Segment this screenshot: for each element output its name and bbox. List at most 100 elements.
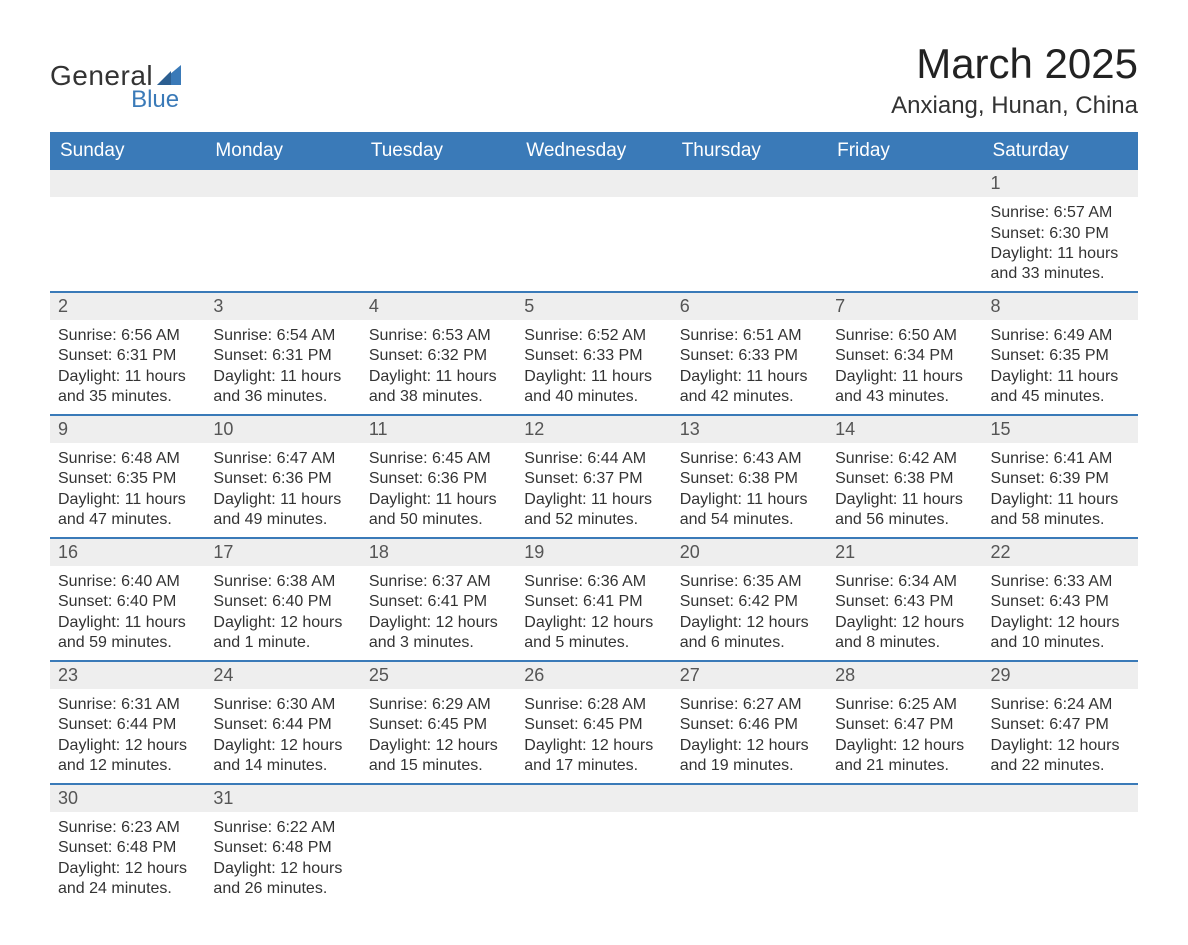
date-number: 5 [516, 293, 671, 320]
date-number: 29 [983, 662, 1138, 689]
day-info: Sunrise: 6:44 AMSunset: 6:37 PMDaylight:… [524, 447, 663, 531]
day-info: Sunrise: 6:23 AMSunset: 6:48 PMDaylight:… [58, 816, 197, 900]
calendar-day: 13 Sunrise: 6:43 AMSunset: 6:38 PMDayligh… [672, 415, 827, 538]
calendar-day: 23Sunrise: 6:31 AMSunset: 6:44 PMDayligh… [50, 661, 205, 784]
date-number [205, 170, 360, 197]
daylight-text: Daylight: 11 hours and 59 minutes. [58, 613, 197, 654]
date-number: 11 [361, 416, 516, 443]
sunset-text: Sunset: 6:45 PM [369, 715, 508, 735]
logo: General Blue [50, 40, 187, 114]
date-number: 3 [205, 293, 360, 320]
date-number: 1 [983, 170, 1138, 197]
calendar-week-row: 9Sunrise: 6:48 AMSunset: 6:35 PMDaylight… [50, 415, 1138, 538]
date-number [516, 785, 671, 812]
sunrise-text: Sunrise: 6:48 AM [58, 449, 197, 469]
sunset-text: Sunset: 6:40 PM [213, 592, 352, 612]
day-info: Sunrise: 6:41 AMSunset: 6:39 PMDaylight:… [991, 447, 1130, 531]
day-info: Sunrise: 6:38 AMSunset: 6:40 PMDaylight:… [213, 570, 352, 654]
sunset-text: Sunset: 6:46 PM [680, 715, 819, 735]
weekday-header: Tuesday [361, 132, 516, 170]
calendar-day-empty [827, 784, 982, 906]
day-info: Sunrise: 6:34 AMSunset: 6:43 PMDaylight:… [835, 570, 974, 654]
sunrise-text: Sunrise: 6:34 AM [835, 572, 974, 592]
sunrise-text: Sunrise: 6:51 AM [680, 326, 819, 346]
page-subtitle: Anxiang, Hunan, China [891, 92, 1138, 120]
day-info: Sunrise: 6:30 AMSunset: 6:44 PMDaylight:… [213, 693, 352, 777]
daylight-text: Daylight: 11 hours and 45 minutes. [991, 367, 1130, 408]
date-number: 21 [827, 539, 982, 566]
sunrise-text: Sunrise: 6:45 AM [369, 449, 508, 469]
date-number: 8 [983, 293, 1138, 320]
calendar-day: 28Sunrise: 6:25 AMSunset: 6:47 PMDayligh… [827, 661, 982, 784]
calendar-day: 22Sunrise: 6:33 AMSunset: 6:43 PMDayligh… [983, 538, 1138, 661]
date-number: 13 [672, 416, 827, 443]
day-info: Sunrise: 6:43 AMSunset: 6:38 PMDaylight:… [680, 447, 819, 531]
sunset-text: Sunset: 6:47 PM [835, 715, 974, 735]
calendar-day: 5Sunrise: 6:52 AMSunset: 6:33 PMDaylight… [516, 292, 671, 415]
calendar-day-empty [672, 170, 827, 292]
sunset-text: Sunset: 6:43 PM [835, 592, 974, 612]
date-number [827, 170, 982, 197]
calendar-day-empty [516, 784, 671, 906]
sunrise-text: Sunrise: 6:37 AM [369, 572, 508, 592]
date-number: 19 [516, 539, 671, 566]
sunrise-text: Sunrise: 6:30 AM [213, 695, 352, 715]
calendar-day: 30Sunrise: 6:23 AMSunset: 6:48 PMDayligh… [50, 784, 205, 906]
sunset-text: Sunset: 6:33 PM [524, 346, 663, 366]
calendar-table: SundayMondayTuesdayWednesdayThursdayFrid… [50, 132, 1138, 905]
daylight-text: Daylight: 11 hours and 36 minutes. [213, 367, 352, 408]
calendar-day-empty [672, 784, 827, 906]
sunset-text: Sunset: 6:37 PM [524, 469, 663, 489]
daylight-text: Daylight: 12 hours and 17 minutes. [524, 736, 663, 777]
daylight-text: Daylight: 11 hours and 50 minutes. [369, 490, 508, 531]
sunset-text: Sunset: 6:31 PM [58, 346, 197, 366]
date-number: 4 [361, 293, 516, 320]
daylight-text: Daylight: 11 hours and 40 minutes. [524, 367, 663, 408]
daylight-text: Daylight: 12 hours and 6 minutes. [680, 613, 819, 654]
calendar-day: 19Sunrise: 6:36 AMSunset: 6:41 PMDayligh… [516, 538, 671, 661]
sunset-text: Sunset: 6:48 PM [213, 838, 352, 858]
date-number: 10 [205, 416, 360, 443]
sunrise-text: Sunrise: 6:28 AM [524, 695, 663, 715]
sunrise-text: Sunrise: 6:31 AM [58, 695, 197, 715]
day-info: Sunrise: 6:56 AMSunset: 6:31 PMDaylight:… [58, 324, 197, 408]
date-number [50, 170, 205, 197]
date-number: 27 [672, 662, 827, 689]
page-header: General Blue March 2025 Anxiang, Hunan, … [50, 40, 1138, 120]
date-number: 25 [361, 662, 516, 689]
date-number: 17 [205, 539, 360, 566]
calendar-day: 25Sunrise: 6:29 AMSunset: 6:45 PMDayligh… [361, 661, 516, 784]
sunrise-text: Sunrise: 6:44 AM [524, 449, 663, 469]
sunset-text: Sunset: 6:35 PM [58, 469, 197, 489]
weekday-header: Thursday [672, 132, 827, 170]
calendar-day: 11 Sunrise: 6:45 AMSunset: 6:36 PMDayligh… [361, 415, 516, 538]
daylight-text: Daylight: 11 hours and 52 minutes. [524, 490, 663, 531]
calendar-day-empty [205, 170, 360, 292]
calendar-day: 14Sunrise: 6:42 AMSunset: 6:38 PMDayligh… [827, 415, 982, 538]
day-info: Sunrise: 6:45 AMSunset: 6:36 PMDaylight:… [369, 447, 508, 531]
date-number [983, 785, 1138, 812]
daylight-text: Daylight: 12 hours and 19 minutes. [680, 736, 819, 777]
calendar-day-empty [361, 784, 516, 906]
sunrise-text: Sunrise: 6:38 AM [213, 572, 352, 592]
sunrise-text: Sunrise: 6:49 AM [991, 326, 1130, 346]
daylight-text: Daylight: 11 hours and 56 minutes. [835, 490, 974, 531]
day-info: Sunrise: 6:33 AMSunset: 6:43 PMDaylight:… [991, 570, 1130, 654]
day-info: Sunrise: 6:51 AMSunset: 6:33 PMDaylight:… [680, 324, 819, 408]
calendar-day: 7Sunrise: 6:50 AMSunset: 6:34 PMDaylight… [827, 292, 982, 415]
title-block: March 2025 Anxiang, Hunan, China [891, 40, 1138, 120]
calendar-day: 6Sunrise: 6:51 AMSunset: 6:33 PMDaylight… [672, 292, 827, 415]
daylight-text: Daylight: 11 hours and 42 minutes. [680, 367, 819, 408]
date-number: 2 [50, 293, 205, 320]
daylight-text: Daylight: 11 hours and 47 minutes. [58, 490, 197, 531]
date-number: 14 [827, 416, 982, 443]
calendar-day-empty [50, 170, 205, 292]
calendar-day-empty [983, 784, 1138, 906]
date-number: 15 [983, 416, 1138, 443]
sunrise-text: Sunrise: 6:40 AM [58, 572, 197, 592]
calendar-week-row: 1Sunrise: 6:57 AMSunset: 6:30 PMDaylight… [50, 170, 1138, 292]
daylight-text: Daylight: 12 hours and 1 minute. [213, 613, 352, 654]
sunset-text: Sunset: 6:41 PM [369, 592, 508, 612]
day-info: Sunrise: 6:47 AMSunset: 6:36 PMDaylight:… [213, 447, 352, 531]
daylight-text: Daylight: 11 hours and 58 minutes. [991, 490, 1130, 531]
